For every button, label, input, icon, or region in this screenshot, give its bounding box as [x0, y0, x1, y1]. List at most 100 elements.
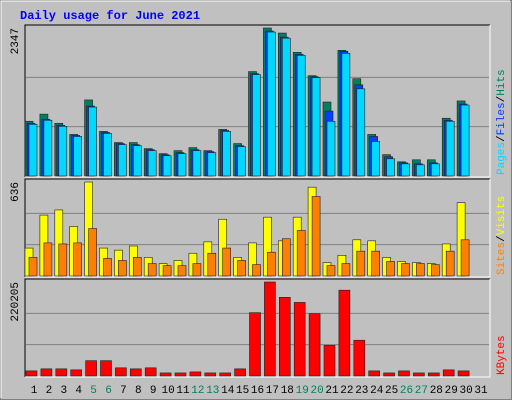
y-tick-label: 220205: [10, 282, 22, 322]
x-tick-label: 13: [206, 385, 219, 397]
bar: [457, 370, 470, 377]
bar: [278, 297, 291, 377]
x-tick-label: 18: [281, 385, 294, 397]
bar: [430, 264, 440, 277]
x-tick-label: 30: [459, 385, 472, 397]
bar: [103, 258, 112, 277]
bar: [103, 133, 112, 177]
bar: [281, 238, 291, 277]
bar: [40, 368, 53, 377]
x-tick-label: 31: [474, 385, 488, 397]
bar: [43, 242, 53, 277]
bar: [174, 372, 187, 377]
legend-entry: Pages: [496, 142, 508, 175]
bar: [252, 74, 261, 177]
x-tick-label: 22: [340, 385, 353, 397]
bar: [445, 120, 455, 177]
bar: [159, 372, 172, 377]
bar: [460, 239, 470, 277]
bar: [130, 368, 142, 377]
panel-edge-dark: [24, 278, 490, 377]
x-tick-label: 26: [400, 385, 413, 397]
bar: [222, 247, 231, 277]
x-tick-label: 12: [191, 385, 204, 397]
bar: [162, 265, 172, 277]
bar: [427, 372, 440, 377]
bar: [133, 145, 142, 177]
bar: [252, 264, 261, 277]
bar: [192, 150, 202, 177]
bar: [383, 372, 395, 377]
bar: [28, 123, 38, 177]
x-tick-label: 17: [266, 385, 279, 397]
legend-entry: Files: [496, 102, 508, 135]
bar: [264, 281, 276, 377]
legend-separator: /: [496, 96, 508, 103]
bar: [267, 251, 276, 277]
x-tick-label: 3: [60, 385, 67, 397]
x-tick-label: 23: [355, 385, 368, 397]
bar: [326, 120, 336, 177]
x-tick-label: 25: [385, 385, 398, 397]
bar: [147, 150, 157, 177]
x-tick-label: 4: [75, 385, 82, 397]
x-tick-label: 14: [221, 385, 235, 397]
x-tick-label: 9: [150, 385, 157, 397]
bar: [267, 31, 276, 177]
bar: [386, 261, 395, 277]
bar: [204, 372, 217, 377]
bar: [371, 250, 381, 277]
x-tick-label: 7: [120, 385, 127, 397]
legend-entry: Sites: [496, 242, 508, 275]
bar: [338, 289, 351, 377]
x-tick-label: 1: [31, 385, 38, 397]
bar: [442, 369, 455, 377]
legend-entry: Visits: [496, 196, 508, 236]
x-tick-label: 24: [370, 385, 384, 397]
bar: [28, 257, 38, 277]
bar: [58, 126, 68, 177]
bar: [43, 119, 53, 177]
bar: [341, 263, 351, 277]
legend-entry: Hits: [496, 69, 508, 95]
x-tick-label: 19: [296, 385, 309, 397]
legend-separator: /: [496, 135, 508, 142]
legend-separator: /: [496, 235, 508, 242]
bar: [162, 155, 172, 177]
x-tick-label: 21: [325, 385, 339, 397]
bar: [356, 88, 366, 177]
bar: [73, 136, 82, 177]
bar: [118, 260, 127, 277]
bar: [55, 368, 68, 377]
bar: [401, 263, 410, 277]
bar: [416, 263, 425, 277]
bar: [293, 302, 306, 377]
bar: [296, 55, 306, 177]
bar: [398, 370, 410, 377]
bar: [341, 53, 351, 177]
bar: [222, 131, 231, 177]
x-tick-label: 27: [415, 385, 428, 397]
x-tick-label: 16: [251, 385, 264, 397]
bar: [118, 144, 127, 177]
bar: [356, 250, 366, 277]
bar: [401, 163, 410, 177]
bar: [386, 158, 395, 177]
bar: [192, 263, 202, 277]
bar: [430, 163, 440, 177]
legend: Pages/Files/Hits: [496, 69, 508, 175]
bar: [416, 164, 425, 177]
bar: [100, 360, 112, 377]
legend: KBytes: [496, 335, 508, 375]
bar: [207, 252, 217, 277]
y-tick-label: 636: [10, 182, 22, 202]
bar: [115, 367, 127, 377]
x-tick-label: 6: [105, 385, 112, 397]
bar: [25, 370, 38, 377]
x-tick-label: 2: [46, 385, 53, 397]
x-tick-label: 20: [310, 385, 323, 397]
bar: [368, 370, 381, 377]
x-tick-label: 5: [90, 385, 97, 397]
